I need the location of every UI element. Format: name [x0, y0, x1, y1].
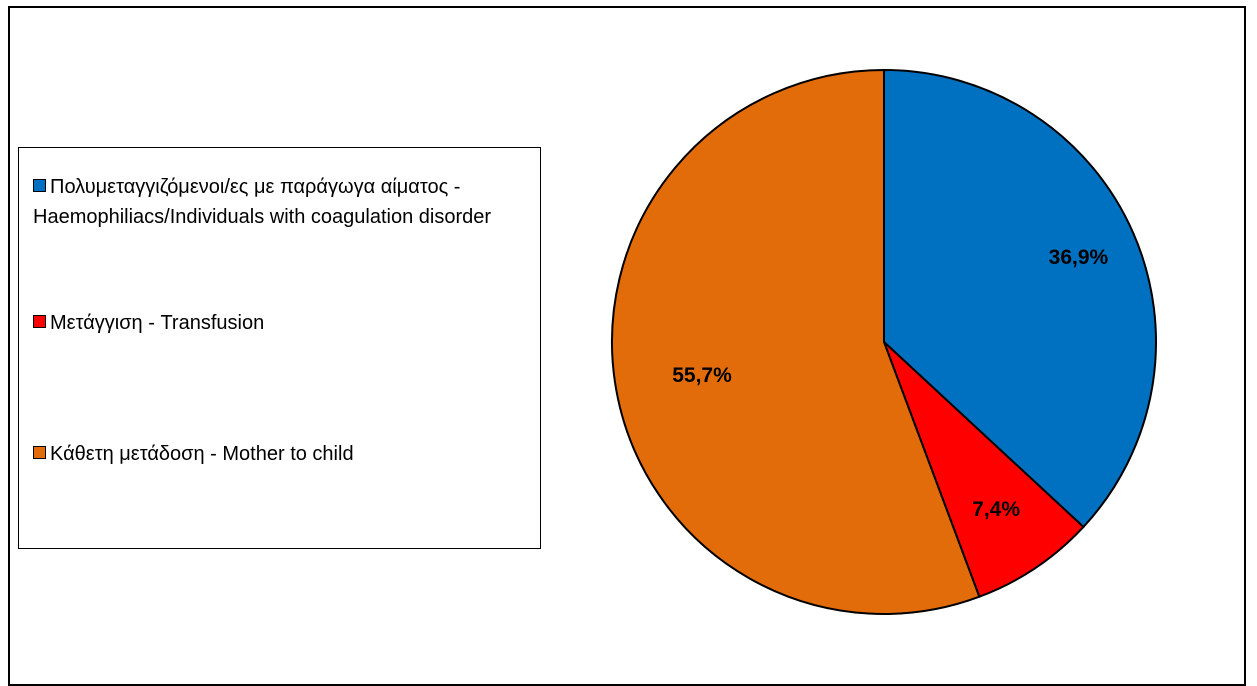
- legend-item-haemophiliacs: Πολυμεταγγιζόμενοι/ες με παράγωγα αίματο…: [33, 172, 523, 232]
- legend-swatch-transfusion: [33, 315, 46, 328]
- legend-swatch-mother-to-child: [33, 446, 46, 459]
- pie-slice-haemophiliacs: [883, 68, 1157, 529]
- legend-item-mother-to-child: Κάθετη μετάδοση - Mother to child: [33, 439, 523, 469]
- pie-label-transfusion: 7,4%: [972, 498, 1020, 521]
- pie-slice-mother-to-child: [611, 68, 981, 615]
- legend-label-haemophiliacs: Πολυμεταγγιζόμενοι/ες με παράγωγα αίματο…: [33, 176, 492, 228]
- pie-slice-transfusion: [883, 341, 1085, 599]
- legend-label-mother-to-child: Κάθετη μετάδοση - Mother to child: [50, 443, 354, 465]
- legend-label-transfusion: Μετάγγιση - Transfusion: [50, 312, 265, 334]
- legend-swatch-haemophiliacs: [33, 179, 46, 192]
- pie-label-mother-to-child: 55,7%: [672, 364, 732, 387]
- legend: Πολυμεταγγιζόμενοι/ες με παράγωγα αίματο…: [18, 147, 541, 549]
- legend-item-transfusion: Μετάγγιση - Transfusion: [33, 308, 523, 338]
- pie-label-haemophiliacs: 36,9%: [1049, 246, 1109, 269]
